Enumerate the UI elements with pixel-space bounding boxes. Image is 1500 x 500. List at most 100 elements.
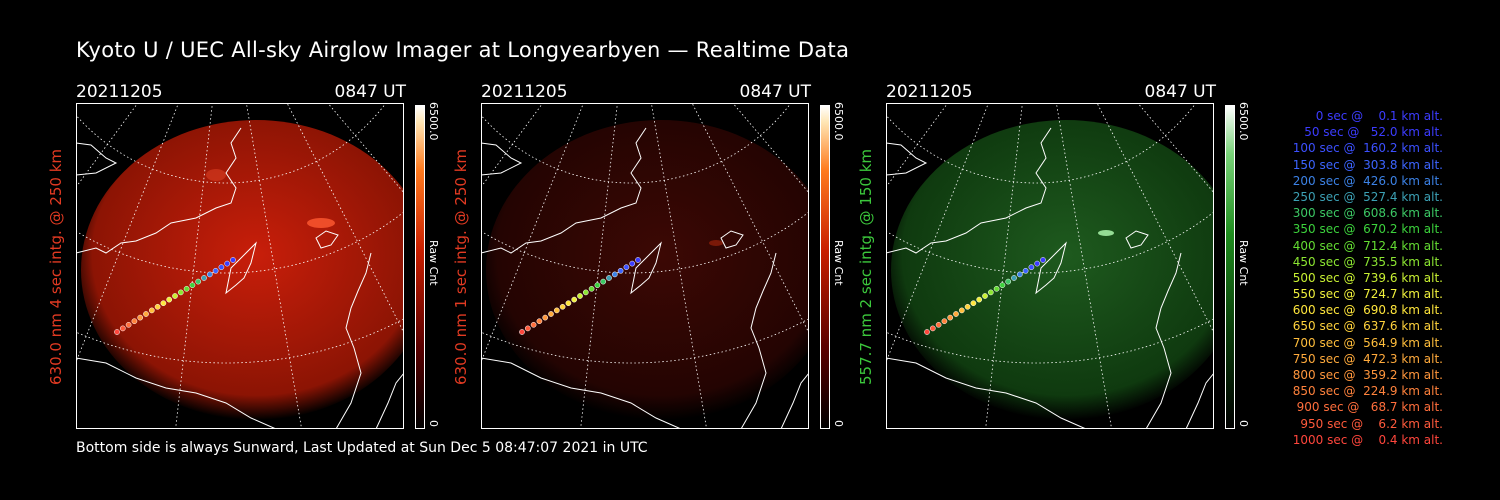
trajectory-point	[600, 278, 607, 285]
coastline	[335, 252, 372, 429]
trajectory-point	[929, 325, 936, 332]
trajectory-point	[177, 289, 184, 296]
plot-frame	[886, 103, 1214, 429]
trajectory-point	[623, 264, 630, 271]
coastline	[481, 127, 647, 254]
trajectory-point	[212, 267, 219, 274]
legend-entry: 400 sec @ 712.4 km alt.	[1292, 238, 1443, 253]
coastline	[1185, 372, 1214, 429]
legend-entry: 450 sec @ 735.5 km alt.	[1292, 254, 1443, 269]
legend-entry: 350 sec @ 670.2 km alt.	[1292, 222, 1443, 237]
trajectory-point	[119, 325, 126, 332]
page-title: Kyoto U / UEC All-sky Airglow Imager at …	[76, 38, 850, 62]
trajectory-point	[201, 275, 207, 281]
coastline	[315, 230, 339, 249]
trajectory-point	[224, 260, 231, 267]
coastline	[780, 372, 809, 429]
legend-entry: 300 sec @ 608.6 km alt.	[1292, 206, 1443, 221]
coastline	[886, 142, 928, 176]
colorbar-max: 6500.0	[1237, 102, 1250, 141]
coastline	[720, 230, 744, 249]
trajectory-point	[172, 293, 178, 299]
trajectory-point	[571, 296, 578, 303]
colorbar-2	[820, 105, 830, 429]
grid-latitude-circle	[481, 318, 809, 364]
trajectory-point	[582, 289, 589, 296]
trajectory-point	[976, 296, 983, 303]
aurora-spot	[307, 218, 335, 228]
legend-entry: 950 sec @ 6.2 km alt.	[1300, 416, 1443, 431]
trajectory-point	[137, 314, 144, 321]
plot-frame	[76, 103, 404, 429]
trajectory-point	[206, 271, 213, 278]
trajectory-point	[536, 318, 543, 325]
colorbar-min: 0	[427, 420, 440, 427]
trajectory-point	[1016, 271, 1023, 278]
trajectory-point	[530, 321, 537, 328]
trajectory-point	[982, 293, 988, 299]
coastline	[76, 127, 242, 254]
coastline	[1035, 241, 1067, 295]
trajectory-point	[183, 285, 190, 292]
coastline	[481, 357, 682, 429]
coastline	[630, 241, 662, 295]
trajectory-point	[1011, 275, 1017, 281]
coastline	[375, 372, 404, 429]
trajectory-point	[230, 257, 236, 263]
trajectory-point	[131, 318, 138, 325]
trajectory-point	[143, 311, 149, 317]
panel-date: 20211205	[481, 82, 568, 102]
trajectory-point	[999, 282, 1006, 289]
trajectory-point	[594, 282, 601, 289]
panel-date: 20211205	[76, 82, 163, 102]
trajectory-point	[1005, 278, 1012, 285]
legend-entry: 850 sec @ 224.9 km alt.	[1292, 384, 1443, 399]
legend-entry: 550 sec @ 724.7 km alt.	[1292, 287, 1443, 302]
trajectory-point	[189, 282, 196, 289]
legend-entry: 150 sec @ 303.8 km alt.	[1292, 157, 1443, 172]
coastline	[886, 127, 1052, 254]
legend-entry: 200 sec @ 426.0 km alt.	[1292, 173, 1443, 188]
legend-entry: 50 sec @ 52.0 km alt.	[1304, 125, 1443, 140]
panel-ylabel: 557.7 nm 2 sec intg. @ 150 km	[857, 148, 875, 386]
trajectory-point	[577, 293, 583, 299]
trajectory-point	[559, 303, 566, 310]
coastline	[481, 142, 523, 176]
allsky-image-630-1s	[481, 103, 809, 429]
trajectory-point	[218, 264, 225, 271]
trajectory-point	[993, 285, 1000, 292]
coastline	[740, 252, 777, 429]
panel-ylabel: 630.0 nm 1 sec intg. @ 250 km	[452, 148, 470, 386]
legend-entry: 100 sec @ 160.2 km alt.	[1292, 141, 1443, 156]
trajectory-point	[964, 303, 971, 310]
colorbar-max: 6500.0	[427, 102, 440, 141]
legend-entry: 650 sec @ 637.6 km alt.	[1292, 319, 1443, 334]
airglow-panel-1: 20211205 0847 UT 630.0 nm 4 sec intg. @ …	[47, 80, 406, 430]
trajectory-point	[114, 329, 120, 335]
legend-entry: 500 sec @ 739.6 km alt.	[1292, 270, 1443, 285]
trajectory-point	[1028, 264, 1035, 271]
trajectory-point	[970, 300, 977, 307]
legend-entry: 700 sec @ 564.9 km alt.	[1292, 335, 1443, 350]
trajectory-point	[924, 329, 930, 335]
trajectory-point	[166, 296, 173, 303]
trajectory-point	[588, 285, 595, 292]
colorbar-unit: Raw Cnt	[1237, 240, 1250, 286]
trajectory-point	[565, 300, 572, 307]
legend-entry: 900 sec @ 68.7 km alt.	[1296, 400, 1443, 415]
colorbar-max: 6500.0	[832, 102, 845, 141]
airglow-panel-2: 20211205 0847 UT 630.0 nm 1 sec intg. @ …	[452, 80, 811, 430]
trajectory-point	[1040, 257, 1046, 263]
trajectory-point	[617, 267, 624, 274]
trajectory-legend: 0 sec @ 0.1 km alt. 50 sec @ 52.0 km alt.…	[1255, 108, 1443, 448]
colorbar-min: 0	[832, 420, 845, 427]
trajectory-point	[629, 260, 636, 267]
trajectory-point	[519, 329, 525, 335]
panel-time: 0847 UT	[1144, 82, 1217, 102]
colorbar-min: 0	[1237, 420, 1250, 427]
coastline	[886, 357, 1087, 429]
coastline	[76, 357, 277, 429]
trajectory-point	[1034, 260, 1041, 267]
panel-ylabel: 630.0 nm 4 sec intg. @ 250 km	[47, 148, 65, 386]
trajectory-point	[941, 318, 948, 325]
